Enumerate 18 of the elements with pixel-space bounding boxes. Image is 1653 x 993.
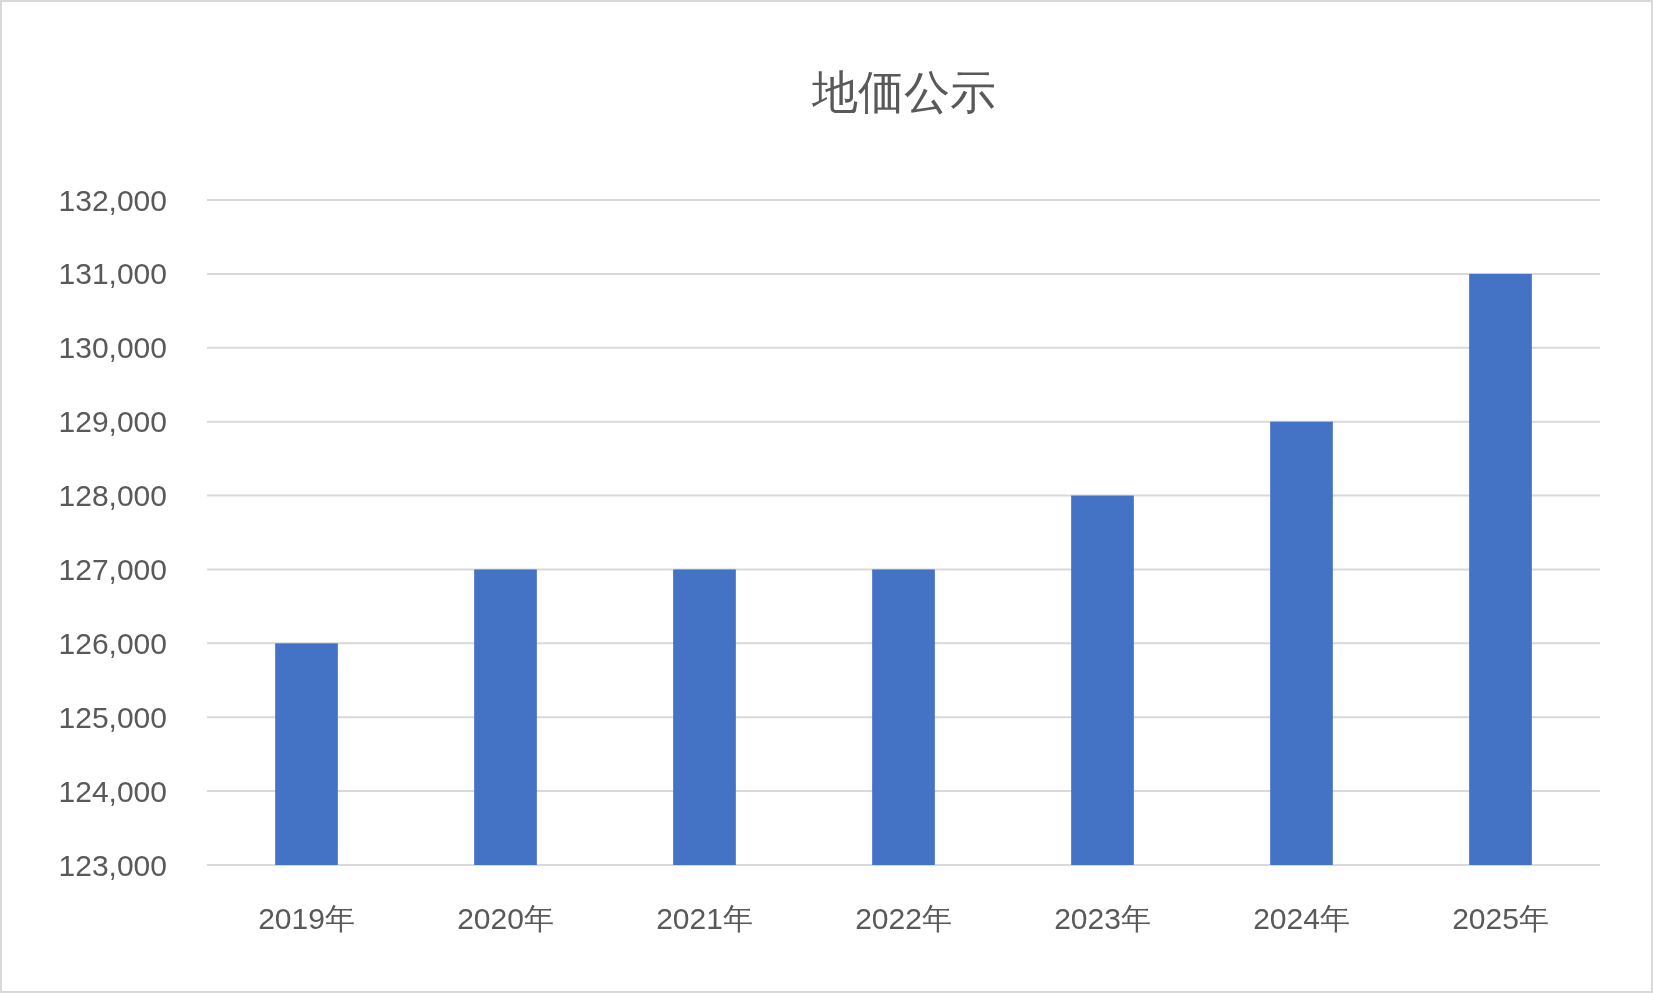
y-tick-label: 131,000 <box>58 257 167 291</box>
y-tick-label: 124,000 <box>58 774 167 808</box>
x-tick-label: 2019年 <box>258 902 355 935</box>
chart-title: 地価公示 <box>810 66 996 118</box>
y-tick-label: 130,000 <box>58 331 167 365</box>
x-tick-label: 2021年 <box>656 902 753 935</box>
x-tick-label: 2025年 <box>1452 902 1549 935</box>
y-tick-label: 129,000 <box>58 405 167 439</box>
y-tick-label: 128,000 <box>58 479 167 513</box>
x-tick-label: 2023年 <box>1054 902 1151 935</box>
y-tick-label: 132,000 <box>58 183 167 217</box>
y-tick-label: 125,000 <box>58 700 167 734</box>
x-tick-label: 2024年 <box>1253 902 1350 935</box>
y-tick-label: 127,000 <box>58 552 167 586</box>
y-tick-label: 123,000 <box>58 848 167 882</box>
x-tick-label: 2022年 <box>855 902 952 935</box>
x-tick-label: 2020年 <box>457 902 554 935</box>
y-tick-label: 126,000 <box>58 626 167 660</box>
